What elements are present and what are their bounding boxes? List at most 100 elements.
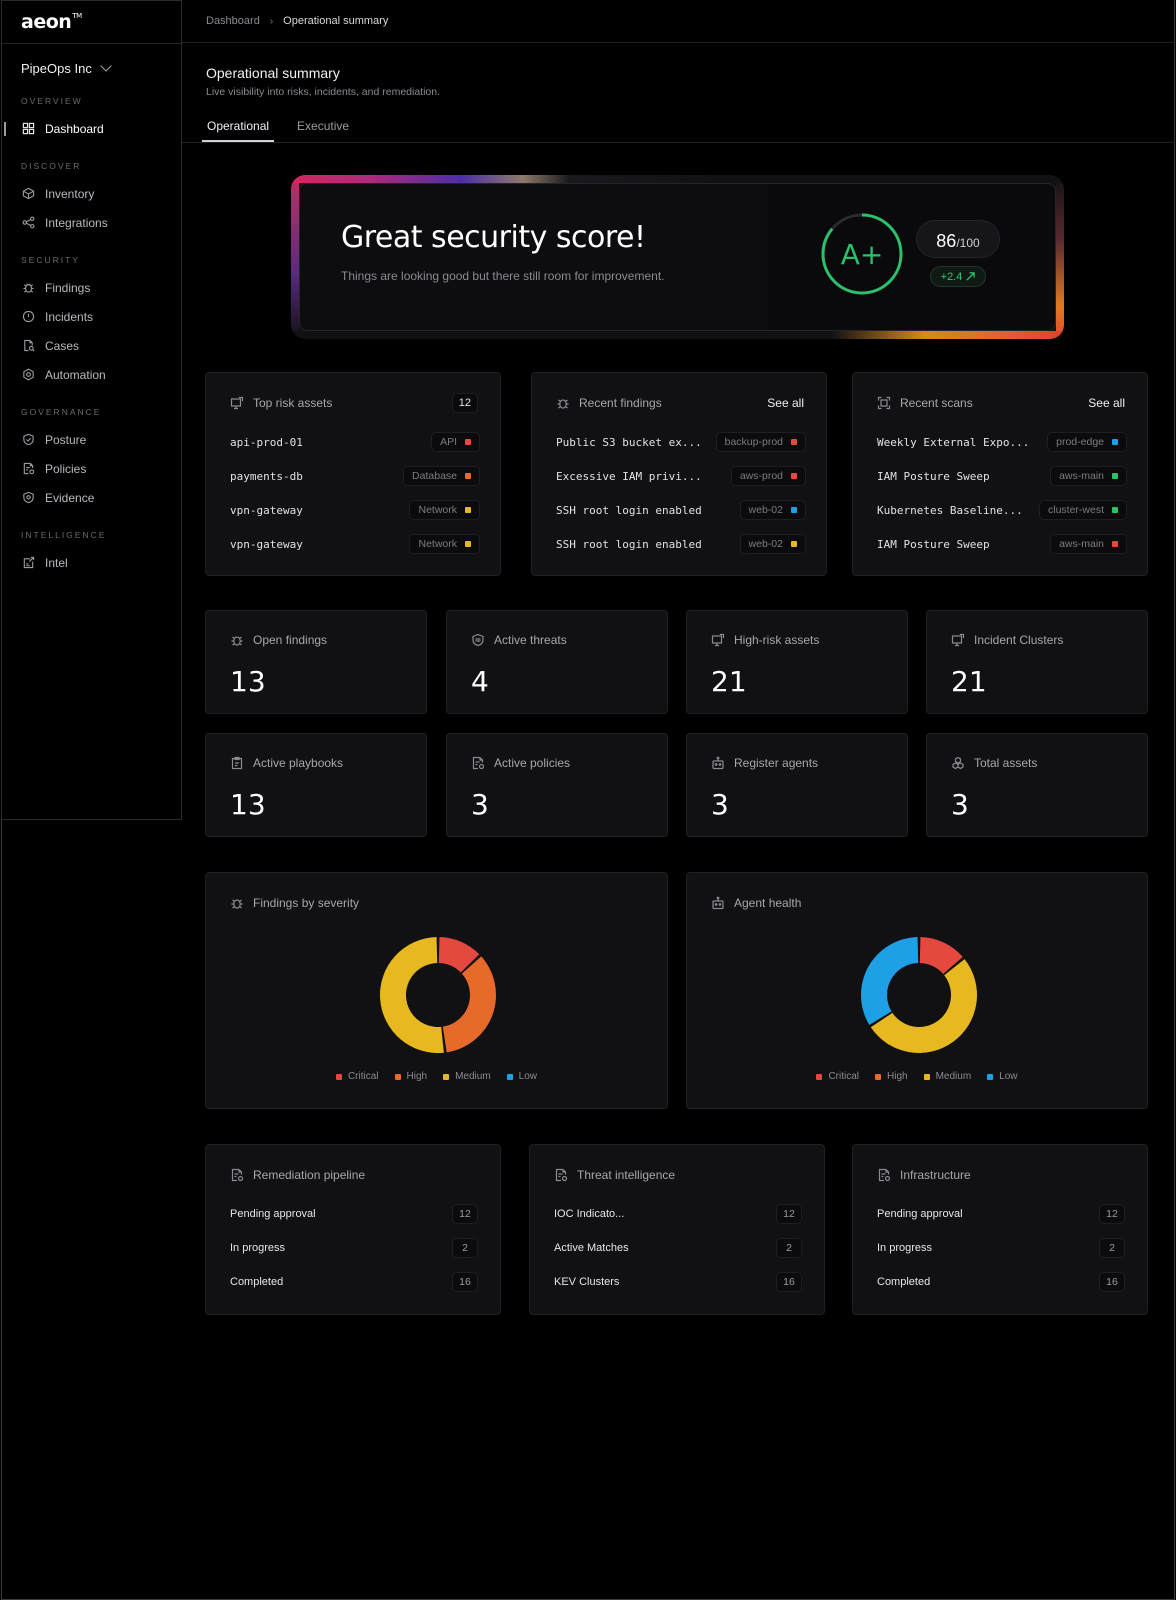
row-label: Completed (230, 1276, 284, 1288)
stat-card-register-agents[interactable]: Register agents 3 (686, 733, 908, 837)
see-all-link[interactable]: See all (1088, 396, 1125, 410)
scan-name: Kubernetes Baseline... (877, 503, 1023, 517)
nav-heading: GOVERNANCE (21, 407, 102, 417)
list-item[interactable]: Completed 16 (877, 1271, 1125, 1293)
list-item[interactable]: Kubernetes Baseline... cluster-west (877, 499, 1127, 521)
list-item[interactable]: KEV Clusters 16 (554, 1271, 802, 1293)
stat-card-incident-clusters[interactable]: Incident Clusters 21 (926, 610, 1148, 714)
target-tag: aws-main (1050, 534, 1127, 554)
agent-health-card: Agent health Critical High Medium Low (686, 872, 1148, 1109)
breadcrumb-root-link[interactable]: Dashboard (206, 15, 260, 27)
count-badge: 16 (1099, 1272, 1125, 1292)
sidebar-item-automation[interactable]: Automation (2, 360, 181, 389)
list-item[interactable]: SSH root login enabled web-02 (556, 499, 806, 521)
list-item[interactable]: Excessive IAM privi... aws-prod (556, 465, 806, 487)
legend-item-medium[interactable]: Medium (443, 1071, 491, 1082)
sidebar-item-incidents[interactable]: Incidents (2, 302, 181, 331)
list-item[interactable]: vpn-gateway Network (230, 499, 480, 521)
donut-slice-low[interactable] (861, 937, 919, 1025)
asset-name: vpn-gateway (230, 503, 303, 517)
gear-hex-icon (23, 368, 34, 381)
legend-swatch (506, 1073, 513, 1080)
legend-item-low[interactable]: Low (506, 1071, 537, 1082)
stat-card-total-assets[interactable]: Total assets 3 (926, 733, 1148, 837)
card-header: Recent findings See all (556, 395, 804, 411)
legend-item-high[interactable]: High (394, 1071, 427, 1082)
stat-card-active-policies[interactable]: Active policies 3 (446, 733, 668, 837)
list-item[interactable]: Weekly External Expo... prod-edge (877, 431, 1127, 453)
card-header: Agent health (711, 895, 1125, 911)
brand-logo[interactable]: aeonTM (21, 11, 82, 33)
sidebar-item-evidence[interactable]: Evidence (2, 483, 181, 512)
list-item[interactable]: api-prod-01 API (230, 431, 480, 453)
sidebar-item-label: Findings (45, 280, 91, 295)
sidebar-item-findings[interactable]: Findings (2, 273, 181, 302)
page-title: Operational summary (206, 65, 340, 81)
stat-card-high-risk-assets[interactable]: High-risk assets 21 (686, 610, 908, 714)
list-item[interactable]: Public S3 bucket ex... backup-prod (556, 431, 806, 453)
list-item[interactable]: SSH root login enabled web-02 (556, 533, 806, 555)
donut-slice-high[interactable] (442, 956, 496, 1053)
boxes-icon (952, 756, 964, 770)
list-item[interactable]: Pending approval 12 (230, 1203, 478, 1225)
sidebar-item-cases[interactable]: Cases (2, 331, 181, 360)
list-item[interactable]: payments-db Database (230, 465, 480, 487)
donut-slice-critical[interactable] (919, 937, 963, 974)
list-item[interactable]: In progress 2 (877, 1237, 1125, 1259)
tab-operational[interactable]: Operational (202, 119, 275, 142)
nav-section-discover: DISCOVER Inventory Integrations (2, 161, 181, 237)
list-item[interactable]: IAM Posture Sweep aws-main (877, 533, 1127, 555)
security-score-inner: Great security score! Things are looking… (299, 183, 1056, 331)
donut-slice-critical[interactable] (438, 937, 480, 973)
scan-name: IAM Posture Sweep (877, 537, 990, 551)
list-item[interactable]: IOC Indicato... 12 (554, 1203, 802, 1225)
stat-card-active-playbooks[interactable]: Active playbooks 13 (205, 733, 427, 837)
file-search-icon (24, 339, 35, 352)
donut-slice-medium[interactable] (870, 959, 977, 1053)
bug-icon (23, 283, 34, 293)
stat-label: High-risk assets (711, 633, 819, 647)
scan-name: Weekly External Expo... (877, 435, 1030, 449)
sidebar-item-inventory[interactable]: Inventory (2, 179, 181, 208)
stat-card-active-threats[interactable]: Active threats 4 (446, 610, 668, 714)
stat-value: 13 (230, 788, 266, 821)
list-item[interactable]: In progress 2 (230, 1237, 478, 1259)
sidebar-item-integrations[interactable]: Integrations (2, 208, 181, 237)
legend-item-high[interactable]: High (875, 1071, 908, 1082)
sidebar-item-intel[interactable]: Intel (2, 548, 181, 577)
legend-item-critical[interactable]: Critical (816, 1071, 859, 1082)
list-item[interactable]: Pending approval 12 (877, 1203, 1125, 1225)
see-all-link[interactable]: See all (767, 396, 804, 410)
sidebar-item-dashboard[interactable]: Dashboard (2, 114, 181, 143)
org-switcher[interactable]: PipeOps Inc (21, 58, 181, 78)
count-badge: 2 (452, 1238, 478, 1258)
legend-item-low[interactable]: Low (987, 1071, 1018, 1082)
nav-heading: OVERVIEW (21, 96, 83, 106)
list-item[interactable]: Completed 16 (230, 1271, 478, 1293)
recent-findings-card: Recent findings See all Public S3 bucket… (531, 372, 827, 576)
status-dot (1112, 541, 1118, 547)
row-label: KEV Clusters (554, 1276, 620, 1288)
page-subtitle: Live visibility into risks, incidents, a… (206, 86, 441, 98)
sidebar-item-policies[interactable]: Policies (2, 454, 181, 483)
infrastructure-card: Infrastructure Pending approval 12 In pro… (852, 1144, 1148, 1315)
asset-type-tag: API (431, 432, 480, 452)
stat-value: 21 (711, 665, 747, 698)
bug-icon (231, 899, 243, 909)
tab-executive[interactable]: Executive (297, 119, 350, 133)
list-item[interactable]: IAM Posture Sweep aws-main (877, 465, 1127, 487)
count-badge: 16 (452, 1272, 478, 1292)
card-header: Remediation pipeline (230, 1167, 478, 1183)
list-item[interactable]: vpn-gateway Network (230, 533, 480, 555)
monitor-alert-icon (230, 396, 244, 410)
donut-slice-medium[interactable] (379, 937, 444, 1053)
logo-row: aeonTM (2, 1, 181, 44)
legend-swatch (394, 1073, 401, 1080)
legend-item-medium[interactable]: Medium (923, 1071, 971, 1082)
legend-item-critical[interactable]: Critical (335, 1071, 379, 1082)
nav-heading: DISCOVER (21, 161, 82, 171)
sidebar-item-posture[interactable]: Posture (2, 425, 181, 454)
stat-card-open-findings[interactable]: Open findings 13 (205, 610, 427, 714)
card-title: Recent scans (900, 396, 973, 410)
list-item[interactable]: Active Matches 2 (554, 1237, 802, 1259)
